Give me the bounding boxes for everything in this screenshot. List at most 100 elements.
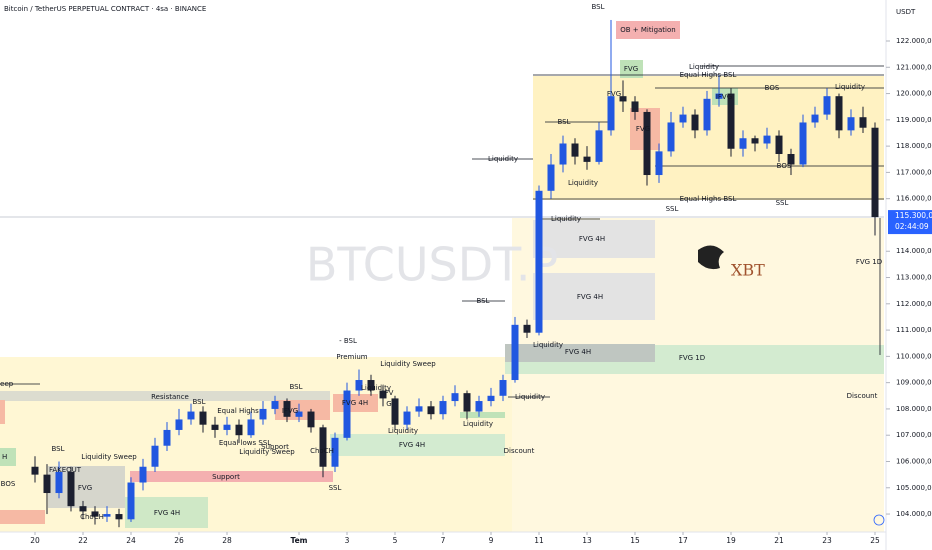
- settings-icon[interactable]: [873, 514, 885, 526]
- candle-body: [859, 117, 867, 128]
- y-tick-label: 105.000,0: [896, 484, 932, 492]
- candle-body: [763, 135, 771, 144]
- levels: [0, 65, 884, 398]
- annotation: Liquidity: [551, 215, 581, 223]
- annotation: Equal lows SSL: [219, 439, 271, 447]
- y-tick-label: 121.000,0: [896, 63, 932, 71]
- candle-body: [295, 411, 303, 417]
- candle-body: [79, 506, 87, 512]
- y-tick-label: 118.000,0: [896, 142, 932, 150]
- watermark: BTCUSDT.P: [306, 238, 558, 292]
- annotation: Liquidity: [463, 420, 493, 428]
- candle-body: [535, 190, 543, 333]
- candle-body: [115, 514, 123, 520]
- candle-body: [655, 151, 663, 176]
- x-tick-label: 15: [630, 536, 640, 545]
- countdown: 02:44:09: [895, 222, 929, 231]
- annotation: FAKEOUT: [49, 466, 82, 474]
- annotation: OB + Mitigation: [620, 26, 675, 34]
- x-tick-label: 20: [30, 536, 40, 545]
- candle-body: [283, 401, 291, 417]
- candle-body: [571, 143, 579, 157]
- x-tick-label: 11: [534, 536, 544, 545]
- annotation: BOS: [777, 162, 792, 170]
- candle-body: [787, 154, 795, 165]
- y-tick-label: 116.000,0: [896, 195, 932, 203]
- annotation: FV: [385, 389, 394, 397]
- annotation: BOS: [765, 84, 780, 92]
- candle-body: [475, 401, 483, 412]
- annotation: FVG 1D: [856, 258, 882, 266]
- annotation: Liquidity Sweep: [380, 360, 436, 368]
- candle-body: [811, 114, 819, 123]
- annotation: FVG: [78, 484, 92, 492]
- candle-body: [139, 466, 147, 483]
- annotation: IFVG: [716, 93, 732, 101]
- candle-body: [583, 156, 591, 162]
- resistance-zone: [0, 391, 330, 401]
- ob-zone: [616, 21, 680, 39]
- candle-body: [391, 398, 399, 425]
- candle-body: [235, 424, 243, 436]
- candle-body: [631, 101, 639, 112]
- candle-body: [643, 111, 651, 176]
- x-tick-label: 3: [345, 536, 350, 545]
- x-tick-label: 22: [78, 536, 88, 545]
- annotation: Liquidity Sweep: [239, 448, 295, 456]
- x-tick-label: 13: [582, 536, 592, 545]
- annotation: ChoCH: [80, 513, 104, 521]
- candle-body: [403, 411, 411, 425]
- fvg-zone: [125, 497, 208, 528]
- annotation: BSL: [192, 398, 205, 406]
- candle-body: [31, 466, 39, 475]
- x-tick-label: 9: [489, 536, 494, 545]
- y-tick-label: 120.000,0: [896, 90, 932, 98]
- candle-body: [103, 514, 111, 517]
- x-tick-label: 17: [678, 536, 688, 545]
- candle-body: [259, 408, 267, 420]
- candle-body: [499, 380, 507, 396]
- annotation: FVG 4H: [577, 293, 603, 301]
- support-zone: [130, 471, 333, 482]
- x-tick-label: 19: [726, 536, 736, 545]
- y-tick-label: 108.000,0: [896, 405, 932, 413]
- candle-body: [187, 411, 195, 420]
- annotation: Support: [261, 443, 289, 451]
- x-tick-label: Tem: [290, 536, 307, 545]
- annotation: Premium: [336, 353, 367, 361]
- annotation: FVG: [624, 65, 638, 73]
- candle-body: [175, 419, 183, 430]
- candle-body: [547, 164, 555, 191]
- candle-body: [823, 96, 831, 115]
- candle-body: [439, 401, 447, 415]
- annotation: Sweep: [0, 380, 14, 388]
- candle-body: [367, 380, 375, 391]
- x-tick-label: 21: [774, 536, 784, 545]
- x-tick-label: 26: [174, 536, 184, 545]
- annotation: Equal Highs BSL: [680, 71, 737, 79]
- annotations: BSL OB + Mitigation FVG Liquidity Equal High…: [0, 3, 882, 521]
- annotation: Support: [212, 473, 240, 481]
- candle-body: [151, 445, 159, 467]
- annotation: H: [2, 453, 7, 461]
- candle-body: [595, 130, 603, 162]
- fvg-zone: [533, 220, 655, 258]
- candles: [31, 19, 879, 528]
- y-tick-label: 109.000,0: [896, 379, 932, 387]
- annotation: Discount: [847, 392, 878, 400]
- candle-body: [247, 419, 255, 436]
- x-tick-label: 24: [126, 536, 136, 545]
- candle-body: [619, 96, 627, 102]
- annotation: SSL: [666, 205, 679, 213]
- candle-body: [271, 401, 279, 409]
- y-tick-label: 114.000,0: [896, 247, 932, 255]
- annotation: Discount: [504, 447, 535, 455]
- candle-body: [43, 474, 51, 494]
- candle-body: [715, 93, 723, 99]
- candle-body: [511, 324, 519, 381]
- x-tick-label: 7: [441, 536, 446, 545]
- candle-body: [487, 395, 495, 402]
- annotation: Equal Highs BSL: [680, 195, 737, 203]
- annotation: BSL: [289, 383, 302, 391]
